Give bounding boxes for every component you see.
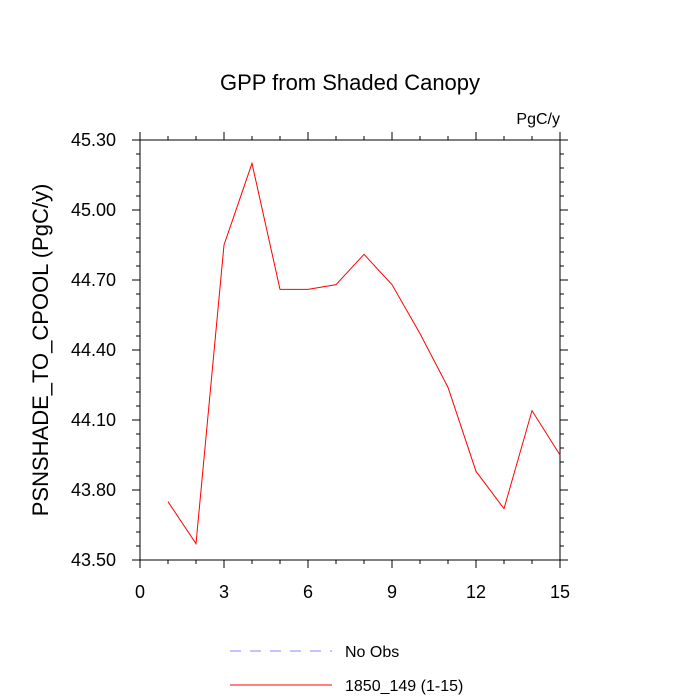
x-tick-label: 0 <box>135 582 145 602</box>
series-line <box>167 161 561 546</box>
axis-tick-labels: 0 3 6 9 12 15 43.50 43.80 44.10 44.40 44.70 45.00 45… <box>71 130 570 602</box>
legend-label: 1850_149 (1-15) <box>345 678 463 695</box>
x-tick-label: 3 <box>219 582 229 602</box>
x-tick-label: 6 <box>303 582 313 602</box>
y-axis-label: PSNSHADE_TO_CPOOL (PgC/y) <box>28 184 53 517</box>
chart-title: GPP from Shaded Canopy <box>220 70 480 95</box>
series-layer <box>167 161 561 546</box>
axis-ticks <box>132 132 568 568</box>
x-tick-label: 9 <box>387 582 397 602</box>
y-tick-label: 44.40 <box>71 340 116 360</box>
legend: No Obs 1850_149 (1-15) <box>230 644 463 695</box>
units-label: PgC/y <box>516 111 560 128</box>
legend-label: No Obs <box>345 644 399 661</box>
y-tick-label: 43.50 <box>71 550 116 570</box>
y-tick-label: 45.00 <box>71 200 116 220</box>
x-tick-label: 15 <box>550 582 570 602</box>
plot-frame <box>139 139 561 561</box>
y-tick-label: 44.70 <box>71 270 116 290</box>
y-tick-label: 43.80 <box>71 480 116 500</box>
y-tick-label: 45.30 <box>71 130 116 150</box>
x-tick-label: 12 <box>466 582 486 602</box>
y-tick-label: 44.10 <box>71 410 116 430</box>
